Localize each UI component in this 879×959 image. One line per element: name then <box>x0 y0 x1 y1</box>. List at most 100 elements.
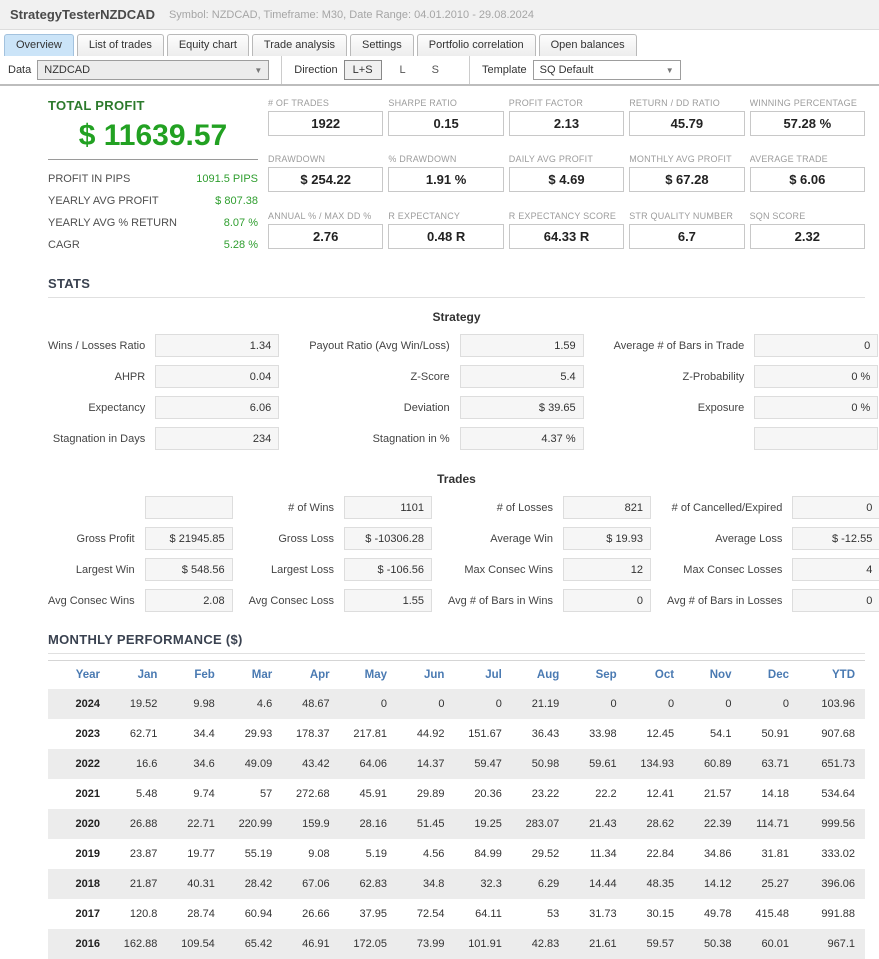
metric-sharpe-ratio: SHARPE RATIO 0.15 <box>388 98 504 143</box>
monthly-value: 50.38 <box>703 938 732 950</box>
metric-of-trades: # OF TRADES 1922 <box>268 98 384 143</box>
monthly-year: 2021 <box>75 788 100 800</box>
monthly-value: 57 <box>259 788 273 800</box>
stat-value: 0 <box>792 589 879 612</box>
stat-value: 0 % <box>754 396 879 419</box>
monthly-value: 36.43 <box>531 728 560 740</box>
stat-label: Average Win <box>490 532 553 545</box>
monthly-value: 172.05 <box>353 938 388 950</box>
monthly-value: 64.11 <box>475 908 502 920</box>
tab-list-of-trades[interactable]: List of trades <box>76 34 164 56</box>
stat-value: 6.06 <box>155 396 280 419</box>
stat-label: # of Wins <box>288 501 335 514</box>
monthly-row-2024: 2024 19.52 9.98 4.6 48.67 0 0 0 21.19 0 0 0 0 103.96 <box>48 689 865 719</box>
stat-blank <box>48 496 233 519</box>
monthly-value: 396.06 <box>821 878 855 890</box>
metric-value: $ 6.06 <box>749 167 865 193</box>
stat-value: 0 <box>754 334 879 357</box>
tab-portfolio-correlation[interactable]: Portfolio correlation <box>416 34 536 56</box>
tab-settings[interactable]: Settings <box>350 34 414 56</box>
monthly-row-2022: 2022 16.6 34.6 49.09 43.42 64.06 14.37 59.47 50.… <box>48 749 865 779</box>
metric-label: DAILY AVG PROFIT <box>508 154 594 165</box>
monthly-value: 84.99 <box>474 848 502 860</box>
monthly-row-2017: 2017 120.8 28.74 60.94 26.66 37.95 72.54 64.11 5… <box>48 899 865 929</box>
monthly-value: 415.48 <box>755 908 789 920</box>
stat-z-score: Z-Score 5.4 <box>309 365 584 388</box>
tab-trade-analysis[interactable]: Trade analysis <box>251 34 348 56</box>
direction-option-l[interactable]: L <box>399 64 406 76</box>
stat-value: $ 39.65 <box>459 396 584 419</box>
direction-label: Direction <box>294 64 338 76</box>
stat-label: Max Consec Losses <box>683 563 783 576</box>
stat-exposure: Exposure 0 % <box>614 396 879 419</box>
monthly-value: 31.81 <box>761 848 789 860</box>
stat-value: 4.37 % <box>459 427 584 450</box>
template-select[interactable]: SQ Default ▼ <box>532 60 681 80</box>
stat-average-of-bars-in-trade: Average # of Bars in Trade 0 <box>614 334 879 357</box>
metric-value: 6.7 <box>629 223 745 249</box>
monthly-value: 907.68 <box>821 728 855 740</box>
window-subtitle: Symbol: NZDCAD, Timeframe: M30, Date Ran… <box>168 8 534 21</box>
stat-largest-loss: Largest Loss $ -106.56 <box>249 558 433 581</box>
stat-expectancy: Expectancy 6.06 <box>48 396 280 419</box>
monthly-value: 73.99 <box>416 938 445 950</box>
tab-open-balances[interactable]: Open balances <box>538 34 637 56</box>
monthly-value: 46.91 <box>302 938 330 950</box>
monthly-value: 59.47 <box>474 758 502 770</box>
monthly-col-nov: Nov <box>684 660 742 689</box>
total-profit-label: TOTAL PROFIT <box>48 98 145 113</box>
chevron-down-icon: ▼ <box>254 65 263 75</box>
monthly-value: 0 <box>667 698 675 710</box>
monthly-value: 20.36 <box>474 788 502 800</box>
metric-label: STR QUALITY NUMBER <box>629 210 734 221</box>
metric-label: # OF TRADES <box>268 98 330 108</box>
stat-average-win: Average Win $ 19.93 <box>448 527 651 550</box>
monthly-value: 9.74 <box>193 788 215 800</box>
monthly-col-mar: Mar <box>224 660 283 689</box>
monthly-row-2021: 2021 5.48 9.74 57 272.68 45.91 29.89 20.36 23.22… <box>48 779 865 809</box>
data-select[interactable]: NZDCAD ▼ <box>37 60 270 80</box>
metric-value: 1.91 % <box>388 167 504 193</box>
monthly-value: 23.22 <box>531 788 560 800</box>
tab-equity-chart[interactable]: Equity chart <box>166 34 249 56</box>
template-label: Template <box>482 64 527 76</box>
strategy-subheading: Strategy <box>432 310 481 324</box>
monthly-col-may: May <box>339 660 398 689</box>
stat-value: $ 19.93 <box>562 527 651 550</box>
stat-label: Gross Loss <box>278 532 335 545</box>
toolbar-separator <box>469 56 471 84</box>
summary-row-yearly-avg-profit: YEARLY AVG PROFIT $ 807.38 <box>48 190 258 212</box>
monthly-value: 44.92 <box>416 728 445 740</box>
monthly-year: 2017 <box>75 908 100 920</box>
stat-max-consec-losses: Max Consec Losses 4 <box>667 558 879 581</box>
monthly-value: 9.98 <box>193 698 215 710</box>
metric-value: $ 4.69 <box>508 167 625 193</box>
direction-option-s[interactable]: S <box>431 64 440 76</box>
stat-label: AHPR <box>114 370 146 383</box>
monthly-value: 12.45 <box>646 728 675 740</box>
stat-payout-ratio-avg-win-loss: Payout Ratio (Avg Win/Loss) 1.59 <box>309 334 584 357</box>
monthly-value: 31.73 <box>589 908 617 920</box>
monthly-value: 62.71 <box>129 728 158 740</box>
monthly-value: 4.56 <box>423 848 445 860</box>
monthly-value: 42.83 <box>531 938 560 950</box>
monthly-value: 48.35 <box>646 878 675 890</box>
tab-overview[interactable]: Overview <box>4 34 74 56</box>
monthly-year: 2018 <box>75 878 100 890</box>
metric-drawdown: DRAWDOWN $ 254.22 <box>268 154 384 199</box>
summary-row-yearly-avg-return: YEARLY AVG % RETURN 8.07 % <box>48 212 258 234</box>
monthly-value: 48.67 <box>302 698 330 710</box>
monthly-value: 21.87 <box>129 878 158 890</box>
stat-deviation: Deviation $ 39.65 <box>309 396 584 419</box>
monthly-value: 60.01 <box>761 938 789 950</box>
metric-label: AVERAGE TRADE <box>749 154 828 165</box>
metric-value: 2.13 <box>508 111 625 136</box>
stat-largest-win: Largest Win $ 548.56 <box>48 558 233 581</box>
stat-value: 0 <box>562 589 651 612</box>
stat-of-losses: # of Losses 821 <box>448 496 651 519</box>
monthly-value: 103.96 <box>821 698 855 710</box>
monthly-col-feb: Feb <box>167 660 225 689</box>
metric-label: WINNING PERCENTAGE <box>749 98 858 108</box>
direction-option-l-s[interactable]: L+S <box>343 60 382 80</box>
stat-stagnation-in: Stagnation in % 4.37 % <box>309 427 584 450</box>
